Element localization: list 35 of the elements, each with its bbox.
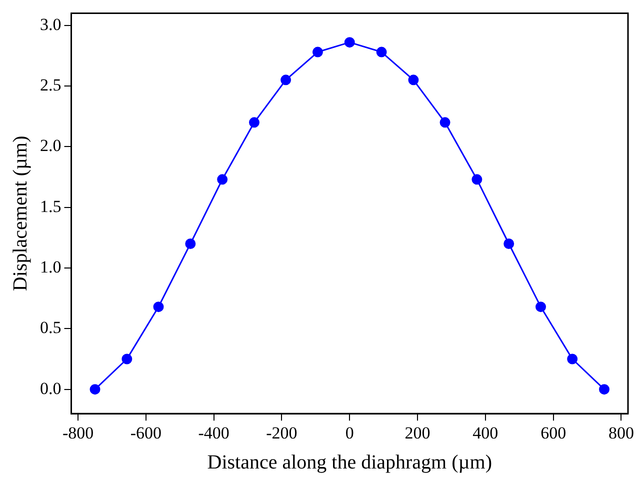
y-tick-label: 1.0: [40, 257, 62, 276]
point: [122, 354, 132, 364]
x-tick-label: 200: [404, 423, 430, 442]
point: [376, 46, 387, 58]
point: [598, 384, 610, 395]
y-tick-label: 0.5: [40, 318, 62, 338]
y-axis-title: Displacement (µm): [9, 136, 32, 292]
y-tick-label: 1.5: [40, 196, 62, 216]
point: [472, 174, 482, 185]
point: [536, 302, 546, 312]
point: [344, 37, 355, 48]
point: [440, 117, 450, 128]
point: [504, 238, 514, 249]
x-tick-label: 800: [608, 423, 634, 442]
x-tick-label: -800: [62, 423, 94, 442]
point: [312, 46, 323, 58]
x-tick-label: -600: [130, 423, 162, 442]
x-tick-label: 400: [472, 423, 498, 442]
y-tick-label: 0.0: [40, 378, 62, 398]
point: [90, 384, 100, 395]
point: [217, 174, 228, 185]
point: [280, 74, 292, 86]
x-axis-title: Distance along the diaphragm (µm): [207, 451, 492, 474]
x-tick-label: 600: [540, 423, 566, 442]
y-tick-label: 2.5: [40, 75, 62, 94]
y-tick-label: 2.0: [40, 136, 62, 156]
x-tick-label: 0: [345, 423, 354, 442]
x-tick-label: -400: [198, 423, 230, 442]
point: [153, 302, 164, 312]
x-tick-label: -200: [266, 423, 298, 442]
point: [567, 354, 578, 364]
point: [185, 238, 196, 249]
point: [248, 117, 260, 128]
point: [408, 74, 419, 86]
y-tick-label: 3.0: [40, 14, 62, 34]
